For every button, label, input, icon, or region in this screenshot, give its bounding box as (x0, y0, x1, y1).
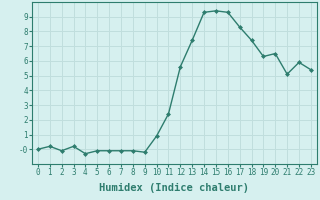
X-axis label: Humidex (Indice chaleur): Humidex (Indice chaleur) (100, 183, 249, 193)
